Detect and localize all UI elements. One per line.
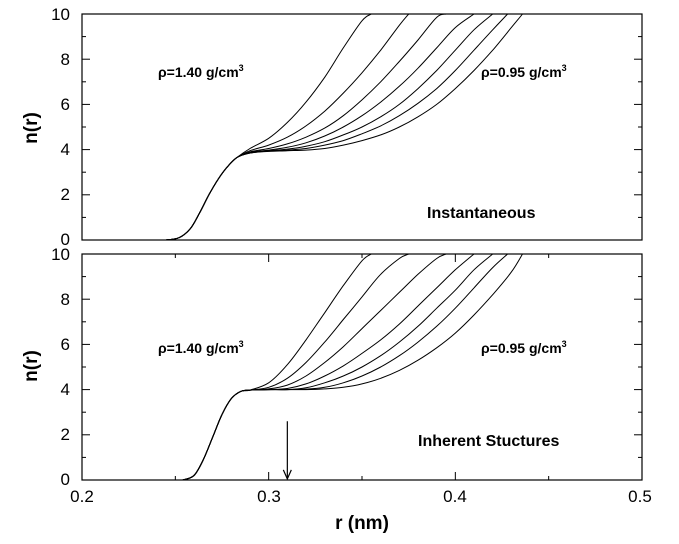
annotation-low-density-bottom: ρ=0.95 g/cm3: [481, 339, 567, 356]
y-tick-label: 6: [61, 335, 70, 354]
x-tick-label: 0.4: [443, 487, 467, 506]
y-tick-label: 4: [61, 380, 70, 399]
y-axis-title-bottom: n(r): [21, 350, 42, 382]
y-tick-label: 10: [51, 5, 70, 24]
x-tick-label: 0.2: [70, 487, 94, 506]
y-tick-label: 0: [61, 230, 70, 249]
series-group-bottom: [182, 253, 523, 481]
x-tick-label: 0.5: [628, 487, 652, 506]
series-line-2: [165, 13, 410, 241]
y-tick-label: 2: [61, 425, 70, 444]
y-tick-label: 2: [61, 185, 70, 204]
y-tick-label: 10: [51, 245, 70, 264]
annotation-low-density-top: ρ=0.95 g/cm3: [481, 63, 567, 80]
y-ticks-top: [82, 13, 642, 241]
y-tick-label: 0: [61, 470, 70, 489]
panel-instantaneous: 10 8 6 4 2 0 n(r) ρ=1.40 g/cm3 ρ=0.95 g/…: [21, 5, 643, 249]
x-ticks-bottom: [81, 254, 643, 480]
x-axis-title: r (nm): [335, 513, 389, 534]
panel-label-top: Instantaneous: [427, 205, 536, 222]
y-tick-label: 6: [61, 95, 70, 114]
arrow-marker: [282, 421, 292, 481]
series-line-3: [165, 13, 447, 241]
series-line-7: [165, 13, 523, 241]
series-line-1: [165, 13, 372, 241]
y-tick-label: 8: [61, 290, 70, 309]
y-ticks-bottom: [82, 253, 642, 481]
panel-label-bottom: Inherent Stuctures: [418, 433, 559, 450]
series-line-1: [182, 253, 372, 481]
series-line-2: [182, 253, 409, 481]
arrow-head: [282, 469, 292, 481]
y-axis-title-top: n(r): [21, 112, 42, 144]
panel-inherent-structures: 10 8 6 4 2 0 0.2 0.3 0.4 0.5 n(r) r (nm)…: [21, 245, 652, 534]
series-group-top: [165, 13, 523, 241]
annotation-high-density-top: ρ=1.40 g/cm3: [158, 63, 244, 80]
annotation-high-density-bottom: ρ=1.40 g/cm3: [158, 339, 244, 356]
y-tick-label: 8: [61, 50, 70, 69]
x-tick-label: 0.3: [257, 487, 281, 506]
y-tick-label: 4: [61, 140, 70, 159]
series-line-7: [182, 253, 523, 481]
